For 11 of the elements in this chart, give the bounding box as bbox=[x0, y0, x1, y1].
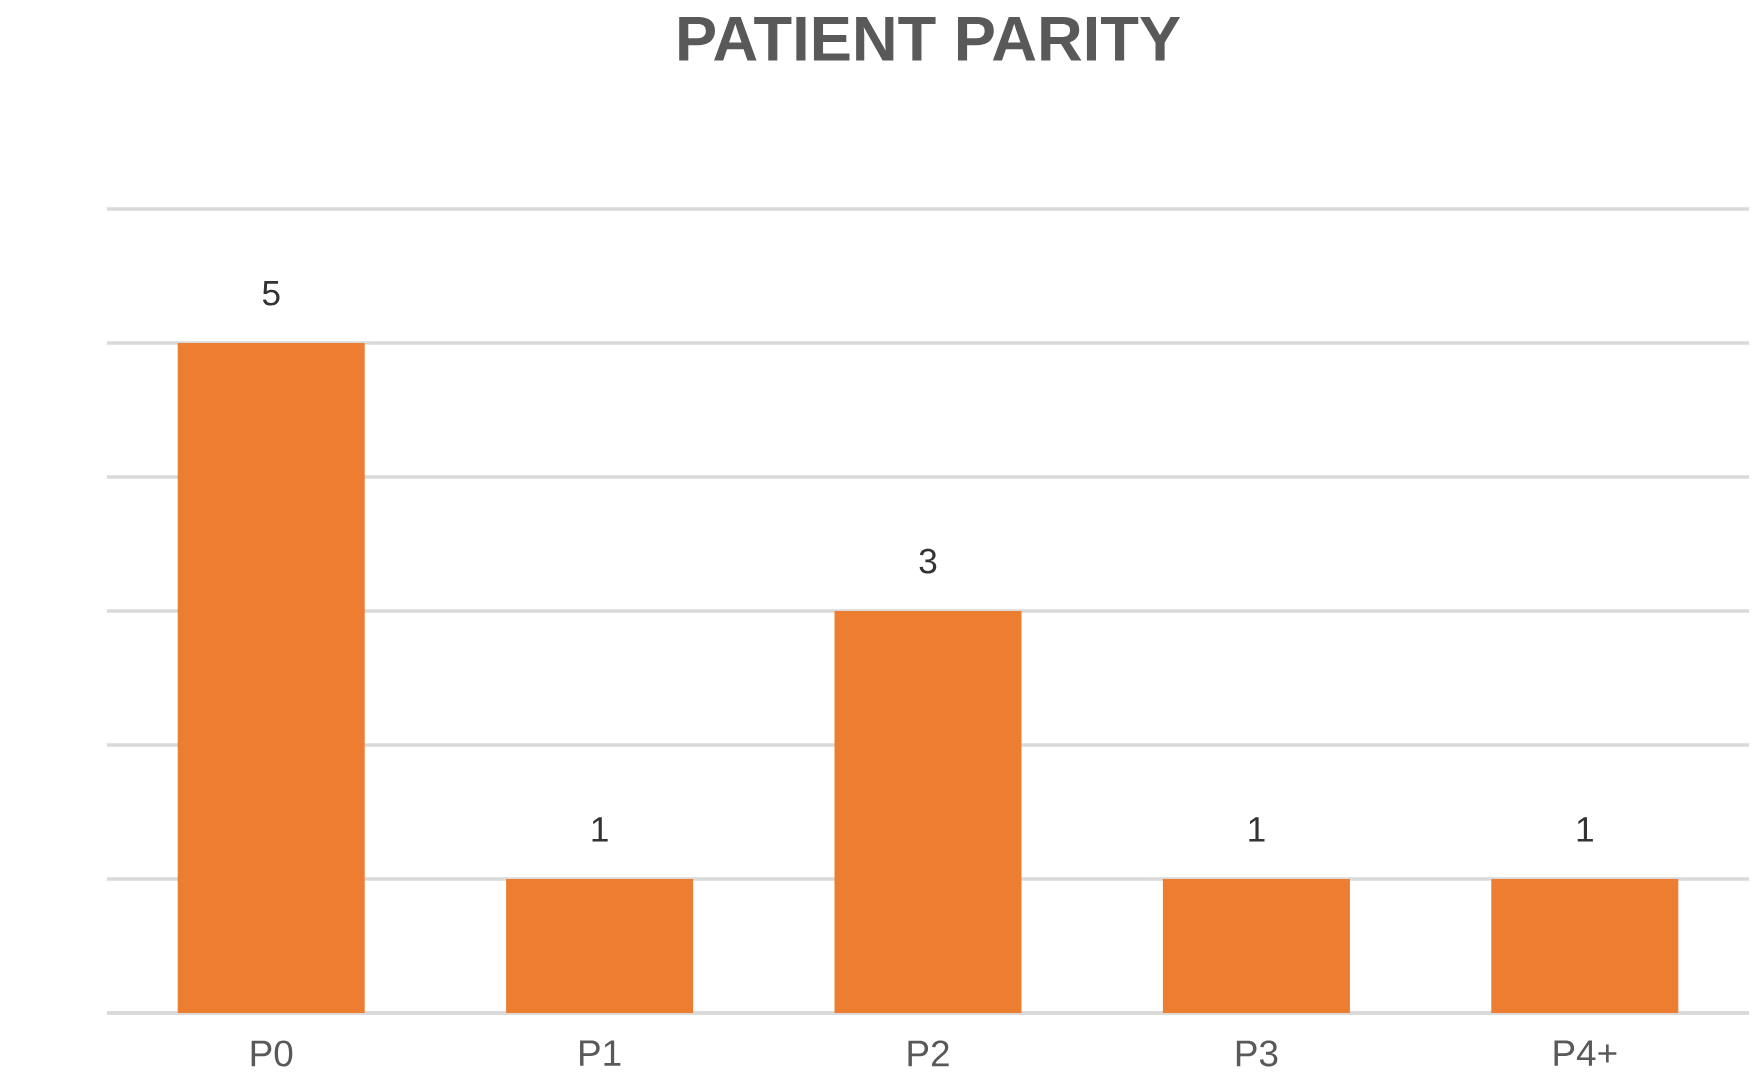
data-label: 5 bbox=[262, 281, 280, 306]
x-tick-label: P4+ bbox=[1554, 1040, 1617, 1066]
data-label: 3 bbox=[919, 548, 937, 574]
x-tick-label: P2 bbox=[908, 1040, 949, 1067]
data-label: 1 bbox=[1249, 817, 1265, 842]
x-tick-label: P0 bbox=[251, 1040, 293, 1067]
x-tick-label: P3 bbox=[1236, 1040, 1278, 1067]
data-label: 1 bbox=[592, 817, 608, 842]
data-label: 1 bbox=[1577, 817, 1593, 842]
chart-title: PATIENT PARITY bbox=[679, 16, 1181, 61]
x-tick-label: P1 bbox=[580, 1040, 621, 1066]
